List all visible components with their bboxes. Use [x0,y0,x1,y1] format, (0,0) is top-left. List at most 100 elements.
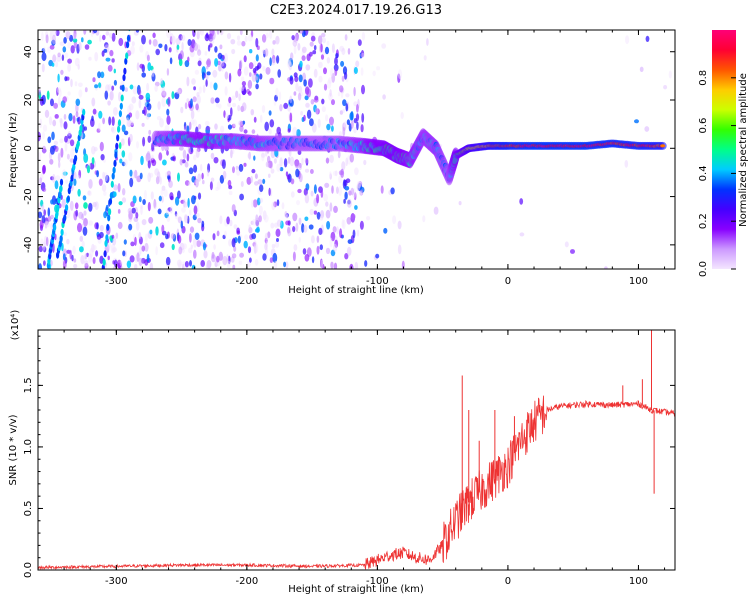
spectrogram-noise-cell [123,130,129,136]
spectrogram-noise-cell [105,204,109,212]
spectrogram-noise-cell [161,90,167,98]
snr-x-label: Height of straight line (km) [288,584,424,595]
spectrogram-noise-cell [214,46,218,53]
spectrogram-noise-cell [105,174,110,184]
spectrogram-noise-cell [205,74,209,80]
spectrogram-noise-cell [122,188,126,196]
x-tick-label: -300 [105,576,128,587]
spectrogram-noise-cell [51,34,57,45]
spectrogram-noise-cell [233,224,238,230]
spectrogram-noise-cell [130,122,134,128]
spectrogram-noise-cell [644,126,650,132]
spectrogram-noise-cell [95,250,99,257]
spectrogram-noise-cell [113,68,117,74]
spectrogram-noise-cell [38,263,42,269]
spectrogram-noise-cell [102,171,106,179]
y-tick-label: -20 [23,188,34,204]
spectrogram-noise-cell [289,95,293,104]
spectrogram-noise-cell [120,138,125,146]
spectrogram-noise-cell [177,234,182,244]
spectrogram-noise-cell [161,86,165,96]
spectrogram-noise-cell [67,91,71,96]
spectrogram-noise-cell [103,211,107,219]
spectrogram-noise-cell [166,115,171,125]
spectrogram-noise-cell [203,250,208,259]
spectrogram-noise-cell [364,260,368,267]
spectrogram-noise-cell [288,57,294,67]
spectrogram-noise-cell [400,112,404,119]
snr-frame [37,329,676,571]
spectrogram-noise-cell [262,34,267,43]
spectrogram-noise-cell [164,44,168,52]
spectrogram-noise-cell [326,79,332,89]
spectrogram-noise-cell [193,86,197,91]
spectrogram-noise-cell [324,46,330,55]
spectrogram-noise-cell [372,70,376,77]
spectrogram-noise-cell [319,215,324,221]
spectrogram-noise-cell [128,223,133,231]
spectrogram-noise-cell [334,239,339,248]
spectrogram-noise-cell [321,98,325,105]
spectrogram-noise-cell [119,260,123,267]
spectrogram-noise-cell [152,39,158,47]
spectrogram-noise-cell [149,229,153,235]
spectrogram-noise-cell [320,259,324,268]
spectrogram-noise-cell [332,170,337,176]
spectrogram-noise-cell [292,212,298,222]
spectrogram-noise-cell [221,54,225,60]
x-tick-label: -300 [105,276,128,287]
spectrogram-noise-cell [273,222,279,228]
spectrogram-noise-cell [328,92,333,101]
spectrogram-noise-cell [91,157,95,165]
spectrogram-noise-cell [130,45,135,55]
spectrogram-noise-cell [250,109,255,116]
spectrogram-noise-cell [350,120,354,129]
spectrogram-noise-cell [182,263,185,269]
spectrogram-noise-cell [238,163,244,172]
spectrogram-noise-cell [118,37,124,47]
spectrogram-noise-cell [187,56,190,63]
spectrogram-noise-cell [290,178,295,185]
snr-x-ticks: -300 -200 -100 0 100 [37,330,666,587]
spectrogram-noise-cell [123,239,127,245]
spectrogram-noise-cell [74,202,79,210]
spectrogram-noise-cell [269,30,273,39]
spectrogram-streak-cell [63,214,67,222]
spectrogram-noise-cell [346,198,352,208]
spectrogram-noise-cell [196,30,202,35]
spectrogram-noise-cell [325,201,329,207]
spectrogram-noise-cell [75,209,79,217]
spectrogram-noise-cell [107,255,110,261]
snr-y-label: SNR (10 * v/v) [8,414,19,485]
spectrogram-noise-cell [351,213,356,220]
spectrogram-noise-cell [283,102,289,109]
spectrogram-noise-cell [325,114,329,122]
spectrogram-noise-cell [103,172,108,182]
spectrogram-noise-cell [134,169,138,179]
spectrogram-noise-cell [296,129,301,138]
spectrogram-noise-cell [178,261,182,269]
spectrogram-noise-cell [57,52,61,58]
spectrogram-noise-cell [70,148,75,158]
spectrogram-noise-cell [48,116,53,126]
spectrogram-noise-cell [135,212,139,219]
spectrogram-noise-cell [366,216,371,221]
spectrogram-noise-cell [458,201,462,206]
spectrogram-noise-cell [100,71,105,79]
spectrogram-noise-cell [181,41,184,51]
spectrogram-noise-cell [363,159,367,166]
spectrogram-noise-cell [294,160,300,169]
spectrogram-noise-cell [135,110,140,120]
spectrogram-noise-cell [290,52,294,60]
spectrogram-noise-cell [166,170,171,177]
spectrogram-noise-cell [178,246,183,255]
spectrogram-noise-cell [178,34,183,41]
spectrogram-noise-cell [59,138,64,144]
spectrogram-noise-cell [380,185,384,194]
spectrogram-noise-cell [309,118,314,127]
spectrogram-noise-cell [326,220,331,230]
spectrogram-noise-cell [382,94,386,100]
spectrogram-noise-cell [216,181,221,190]
spectrogram-noise-cell [250,30,254,38]
spectrogram-noise-cell [251,129,256,134]
